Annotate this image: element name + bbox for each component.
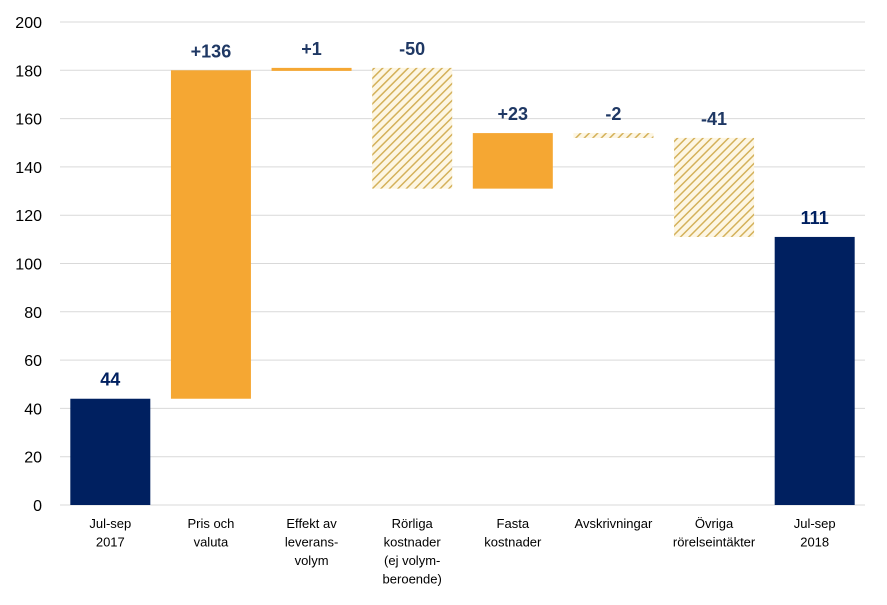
x-category-label: Övriga	[695, 516, 734, 531]
y-tick-label: 40	[24, 401, 42, 418]
y-tick-label: 200	[15, 15, 42, 32]
y-tick-label: 140	[15, 160, 42, 177]
bar-total	[774, 236, 855, 505]
y-tick-label: 0	[33, 498, 42, 515]
data-label: -41	[701, 109, 727, 129]
y-tick-label: 180	[15, 63, 42, 80]
bar-decrease	[674, 137, 755, 237]
bar-increase	[170, 70, 251, 399]
x-category-label: volym	[295, 553, 329, 568]
bars	[70, 67, 855, 505]
x-category-label: rörelseintäkter	[673, 535, 756, 550]
x-category-label: Rörliga	[392, 516, 434, 531]
x-category-label: 2018	[800, 535, 829, 550]
data-label: -2	[605, 104, 621, 124]
x-category-label: Effekt av	[286, 516, 337, 531]
x-category-label: Avskrivningar	[575, 516, 653, 531]
x-category-label: Pris och	[187, 516, 234, 531]
x-category-label: Jul-sep	[89, 516, 131, 531]
y-tick-label: 80	[24, 305, 42, 322]
bar-decrease	[573, 133, 654, 138]
data-label: 44	[100, 370, 120, 390]
data-label: +1	[301, 39, 322, 59]
x-category-label: 2017	[96, 535, 125, 550]
x-category-label: (ej volym-	[384, 553, 440, 568]
x-axis-categories: Jul-sep 2017 Pris och valuta Effekt av levera…	[89, 516, 835, 587]
data-label: +23	[498, 104, 529, 124]
x-category-label: Fasta	[497, 516, 530, 531]
x-category-label: kostnader	[384, 535, 442, 550]
bar-increase	[472, 133, 553, 189]
y-tick-label: 20	[24, 450, 42, 467]
y-tick-label: 160	[15, 112, 42, 129]
x-category-label: beroende)	[383, 572, 442, 587]
x-category-label: leverans-	[285, 535, 338, 550]
data-label: +136	[191, 41, 232, 61]
data-label: -50	[399, 39, 425, 59]
bar-decrease	[372, 67, 453, 189]
x-category-label: valuta	[194, 535, 229, 550]
x-category-label: kostnader	[484, 535, 542, 550]
data-labels: 44 +136 +1 -50 +23 -2 -41 111	[100, 39, 828, 390]
y-tick-label: 100	[15, 257, 42, 274]
y-tick-label: 120	[15, 208, 42, 225]
y-axis-ticks: 0 20 40 60 80 100 120 140 160 180 200	[15, 15, 42, 515]
bar-increase	[271, 67, 352, 71]
bar-total	[70, 398, 151, 505]
x-category-label: Jul-sep	[794, 516, 836, 531]
y-tick-label: 60	[24, 353, 42, 370]
data-label: 111	[801, 208, 829, 228]
